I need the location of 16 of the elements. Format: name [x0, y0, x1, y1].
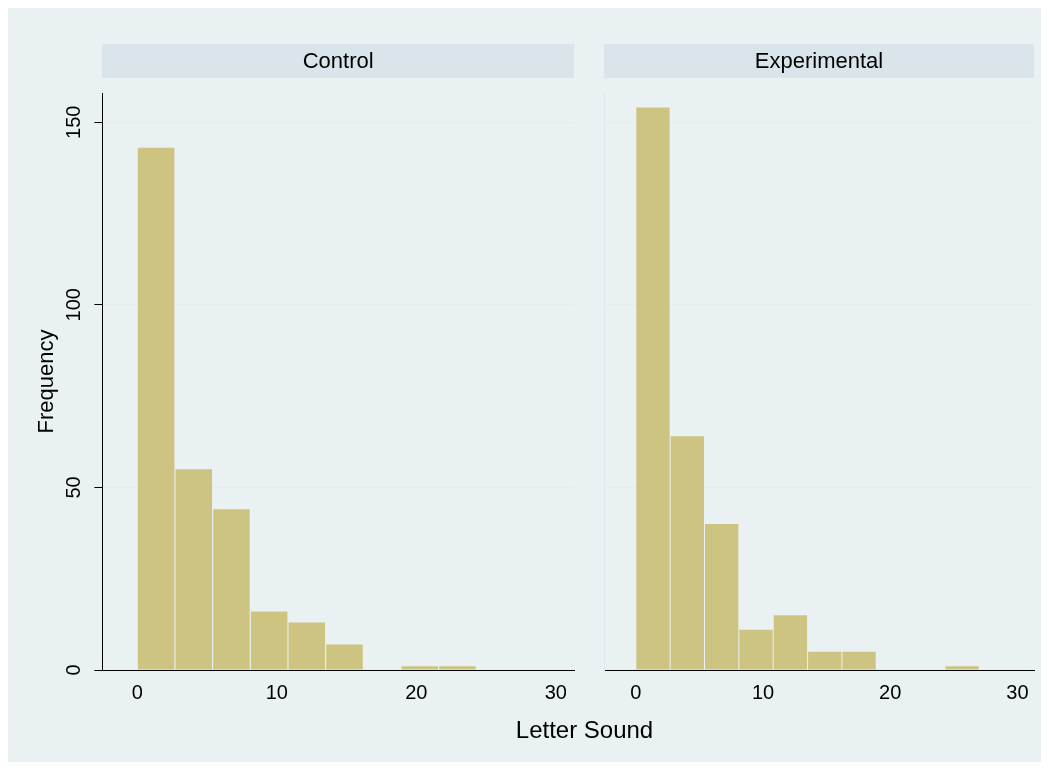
- x-tick-label: 10: [751, 680, 775, 703]
- x-tick-label: 0: [630, 680, 642, 703]
- x-tick-label: 30: [544, 680, 567, 703]
- x-tick-label: 10: [265, 680, 288, 703]
- x-tick-label: 0: [131, 680, 143, 703]
- x-tick-label: 30: [1006, 680, 1029, 703]
- y-tick-label: 100: [62, 288, 85, 322]
- x-axis-title: Letter Sound: [514, 716, 655, 744]
- x-tick-label: 20: [405, 680, 428, 703]
- x-tick-label: 20: [879, 680, 902, 703]
- y-tick-label: 150: [62, 105, 85, 139]
- y-tick-label: 50: [62, 476, 85, 499]
- chart-title: Control: [102, 44, 574, 78]
- y-axis-title: Frequency: [33, 329, 59, 434]
- chart-title: Experimental: [604, 44, 1034, 78]
- y-tick-label: 0: [62, 664, 85, 676]
